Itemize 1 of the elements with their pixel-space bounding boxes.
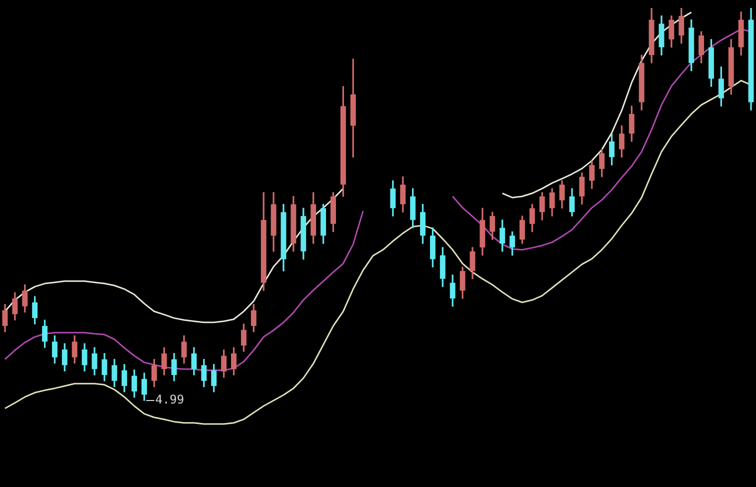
annotation: 4.99: [155, 392, 184, 407]
